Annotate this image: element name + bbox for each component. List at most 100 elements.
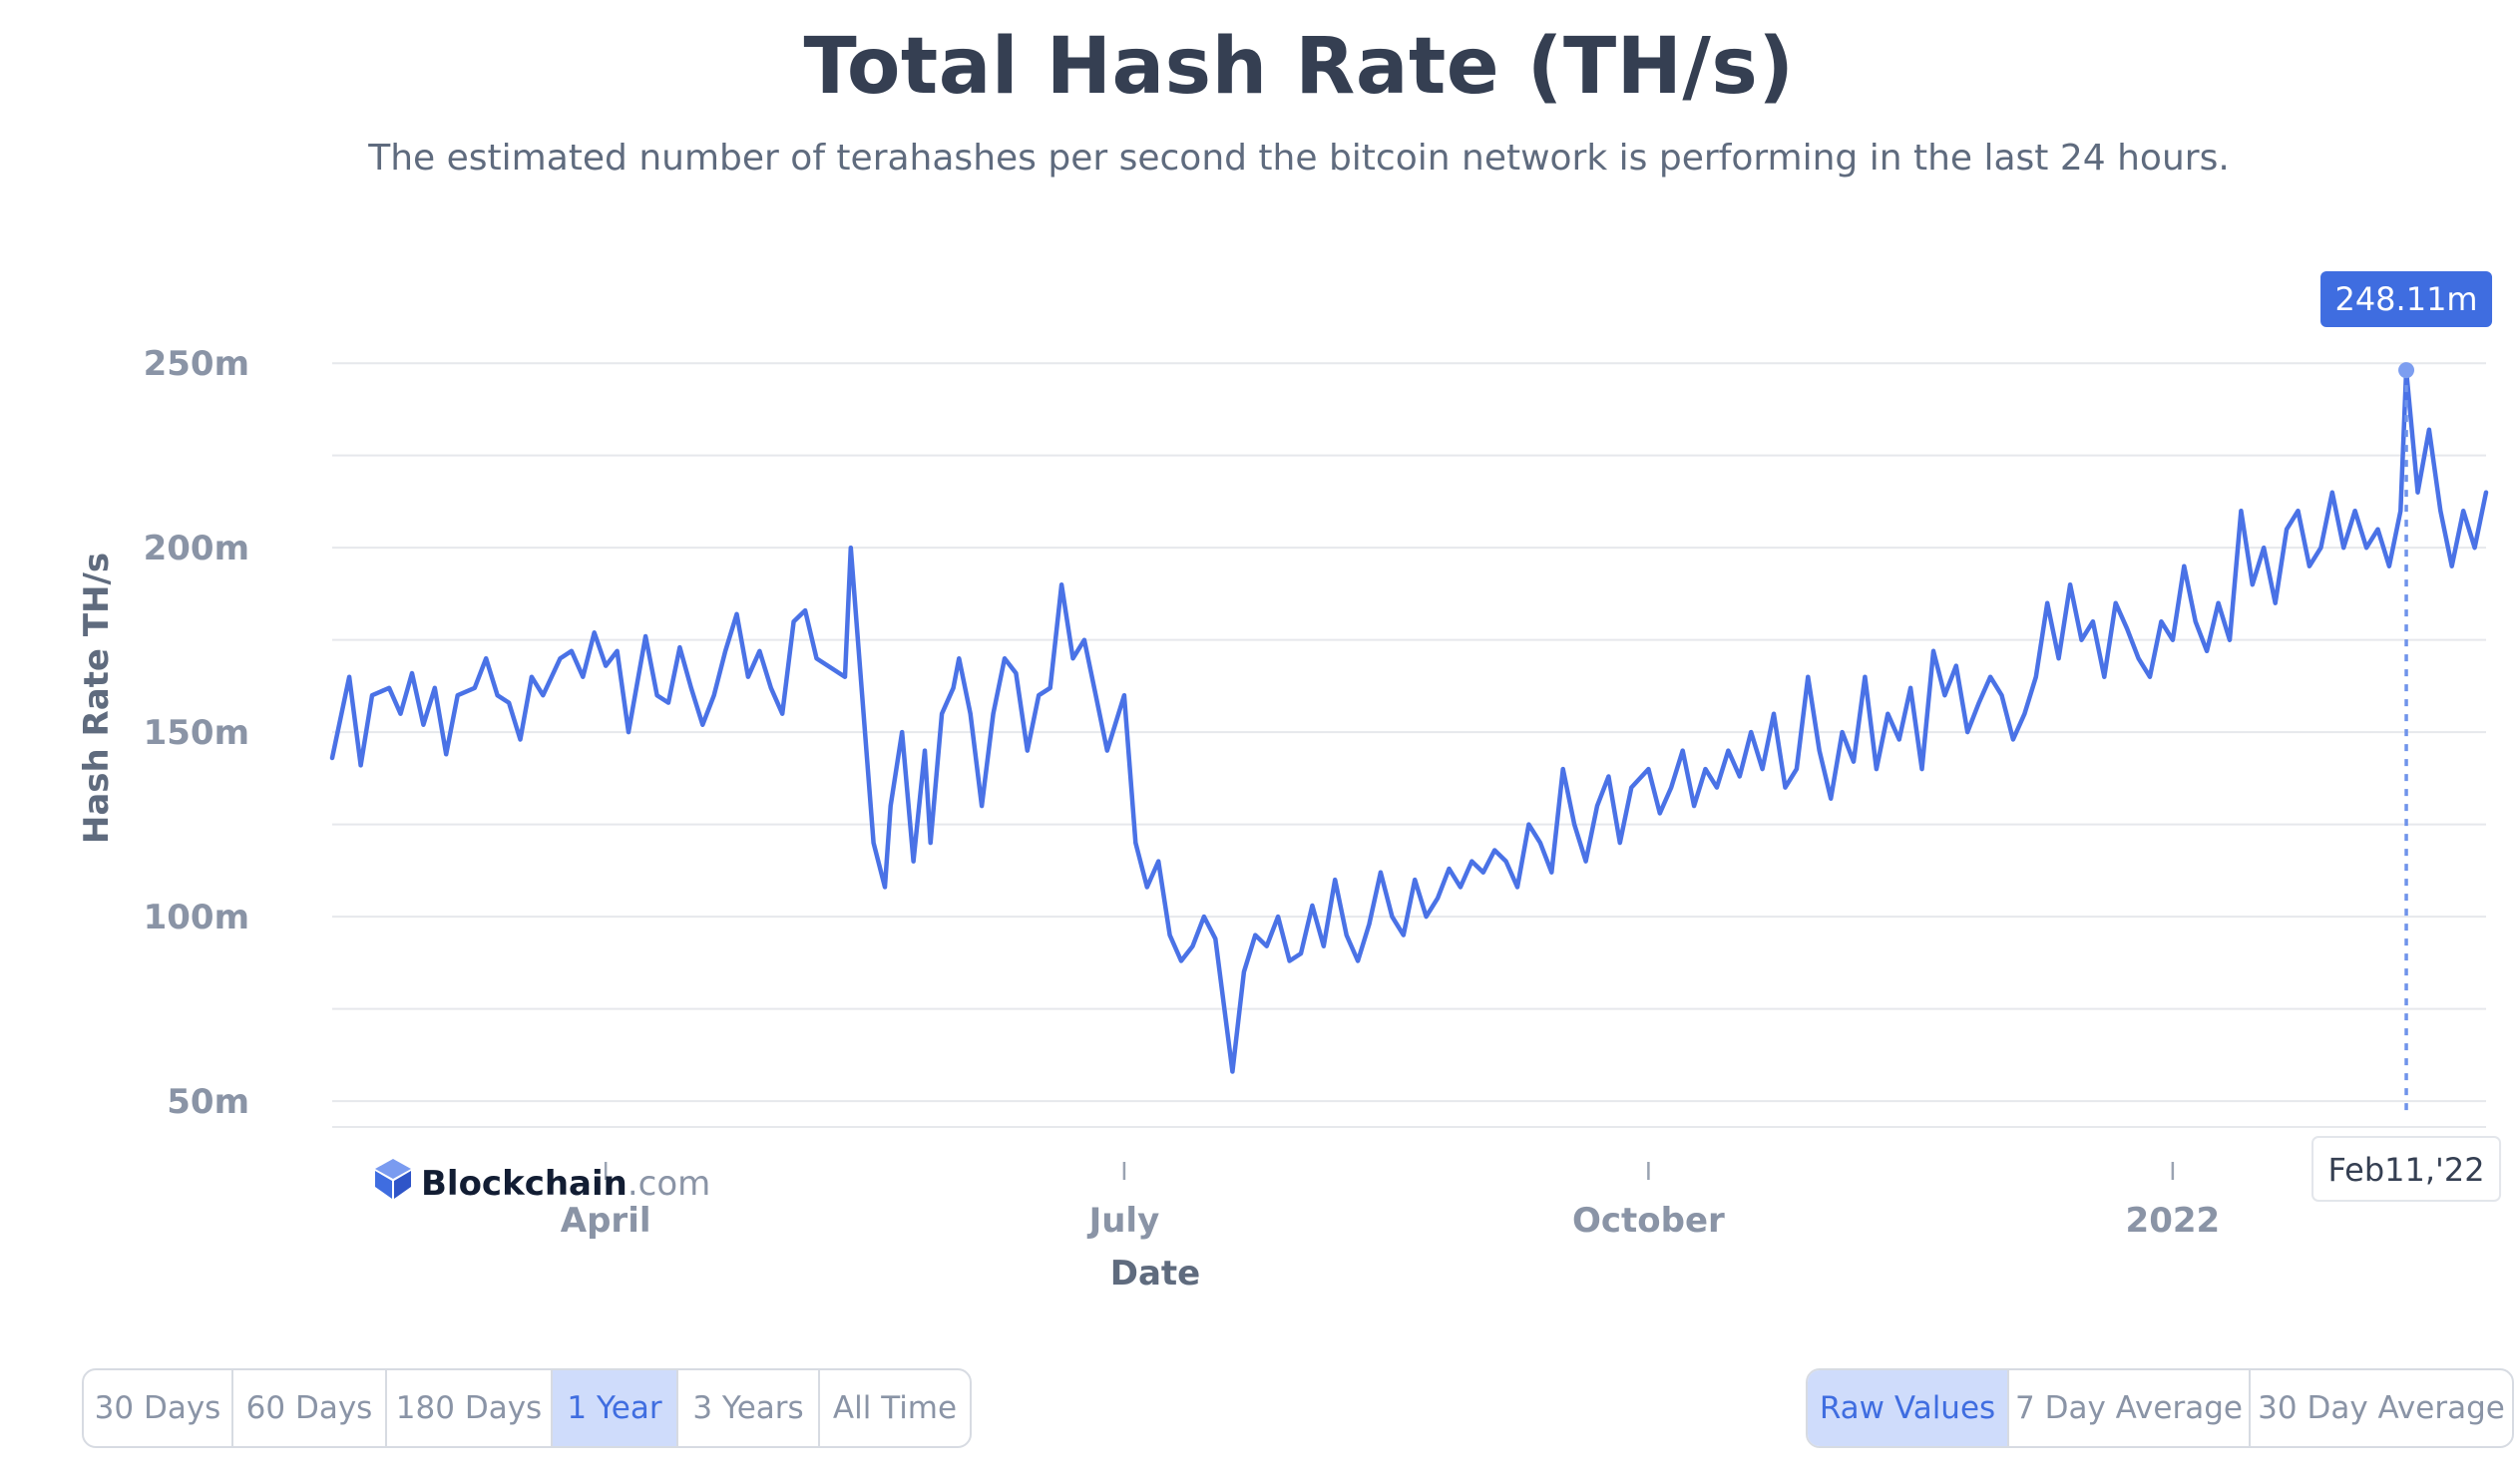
data-point	[1213, 936, 1217, 940]
data-point	[593, 630, 597, 634]
data-point	[1852, 760, 1856, 764]
data-point	[2398, 509, 2402, 513]
x-tick-label: July	[1087, 1201, 1160, 1241]
data-point	[900, 730, 904, 734]
data-point	[1333, 878, 1337, 882]
page-title: Total Hash Rate (TH/s)	[803, 22, 1795, 112]
data-point	[1538, 841, 1542, 845]
data-point	[1965, 730, 1969, 734]
data-point	[558, 656, 562, 660]
data-point	[1988, 675, 1992, 679]
data-point	[1841, 730, 1845, 734]
raw-values-button[interactable]: Raw Values	[1808, 1370, 2009, 1446]
range-30-days-button[interactable]: 30 Days	[84, 1370, 233, 1446]
data-point	[2079, 638, 2083, 642]
data-point	[2102, 675, 2106, 679]
data-point	[570, 649, 574, 653]
data-point	[2438, 509, 2442, 513]
data-point	[1738, 775, 1742, 779]
data-point	[2022, 712, 2026, 716]
range-60-days-button[interactable]: 60 Days	[233, 1370, 387, 1446]
data-point	[1908, 686, 1912, 690]
data-point	[923, 749, 927, 753]
data-point	[666, 701, 670, 705]
data-point	[1265, 944, 1269, 948]
data-point	[1606, 775, 1610, 779]
time-range-selector: 30 Days 60 Days 180 Days 1 Year 3 Years …	[82, 1368, 972, 1448]
data-point	[2450, 564, 2454, 568]
range-1-year-button[interactable]: 1 Year	[553, 1370, 678, 1446]
data-point	[2484, 491, 2488, 495]
y-tick-label: 150m	[144, 713, 249, 753]
data-point	[2427, 428, 2431, 432]
data-point	[2057, 656, 2061, 660]
range-3-years-button[interactable]: 3 Years	[678, 1370, 820, 1446]
data-point	[473, 686, 477, 690]
data-point	[1368, 923, 1372, 927]
data-point	[1481, 871, 1485, 875]
data-point	[2114, 601, 2118, 605]
data-point	[456, 693, 460, 697]
data-point	[912, 860, 916, 864]
data-point	[1179, 959, 1183, 963]
data-point	[2307, 564, 2311, 568]
data-point	[1447, 867, 1451, 871]
data-point	[940, 712, 944, 716]
hash-rate-chart[interactable]: 50m 100m 150m 200m 250m April July October 2022…	[0, 0, 2516, 1346]
x-tick-label: 2022	[2126, 1201, 2221, 1241]
data-point	[1310, 904, 1314, 908]
data-point	[2330, 491, 2334, 495]
data-point	[700, 723, 704, 727]
data-point	[2297, 509, 2301, 513]
data-point	[1526, 823, 1530, 827]
data-point	[2045, 601, 2049, 605]
data-point	[792, 619, 796, 623]
data-point	[952, 686, 956, 690]
logo-brand: Blockchain	[421, 1164, 628, 1204]
data-point	[2274, 601, 2278, 605]
data-point	[2011, 738, 2015, 742]
data-point	[1942, 693, 1946, 697]
data-point	[1875, 767, 1879, 771]
data-point	[541, 693, 545, 697]
data-point	[1549, 871, 1553, 875]
data-point	[627, 730, 630, 734]
data-point	[1681, 749, 1685, 753]
range-180-days-button[interactable]: 180 Days	[387, 1370, 553, 1446]
blockchain-cube-icon	[375, 1159, 411, 1199]
thirty-day-average-button[interactable]: 30 Day Average	[2258, 1390, 2505, 1426]
data-point	[530, 675, 534, 679]
range-all-time-button[interactable]: All Time	[832, 1390, 958, 1426]
data-point	[1726, 749, 1730, 753]
data-point	[1669, 786, 1673, 790]
data-point	[2171, 638, 2175, 642]
data-point	[1595, 804, 1599, 808]
seven-day-average-button[interactable]: 7 Day Average	[2009, 1370, 2251, 1446]
data-point	[1048, 686, 1052, 690]
data-point	[2364, 546, 2368, 550]
data-point	[399, 712, 403, 716]
data-point	[843, 675, 847, 679]
data-point	[2473, 546, 2477, 550]
data-point	[1037, 693, 1041, 697]
data-point	[2159, 619, 2163, 623]
data-point	[757, 649, 761, 653]
data-point	[1322, 944, 1326, 948]
y-axis-ticks: 50m 100m 150m 200m 250m	[144, 344, 249, 1122]
data-point	[1436, 897, 1440, 901]
page-subtitle: The estimated number of terahashes per s…	[368, 138, 2230, 179]
data-point	[1584, 860, 1588, 864]
data-point	[2461, 509, 2465, 513]
hash-rate-series-line	[329, 367, 2489, 1074]
y-tick-label: 250m	[144, 344, 249, 384]
data-point	[347, 675, 351, 679]
data-point	[2148, 675, 2152, 679]
data-point	[889, 804, 893, 808]
data-point	[1469, 860, 1473, 864]
data-point	[2205, 649, 2209, 653]
highlight-point	[2398, 362, 2415, 379]
data-point	[860, 693, 864, 697]
data-point	[1954, 664, 1958, 668]
data-point	[2194, 619, 2198, 623]
y-tick-label: 50m	[167, 1082, 249, 1122]
